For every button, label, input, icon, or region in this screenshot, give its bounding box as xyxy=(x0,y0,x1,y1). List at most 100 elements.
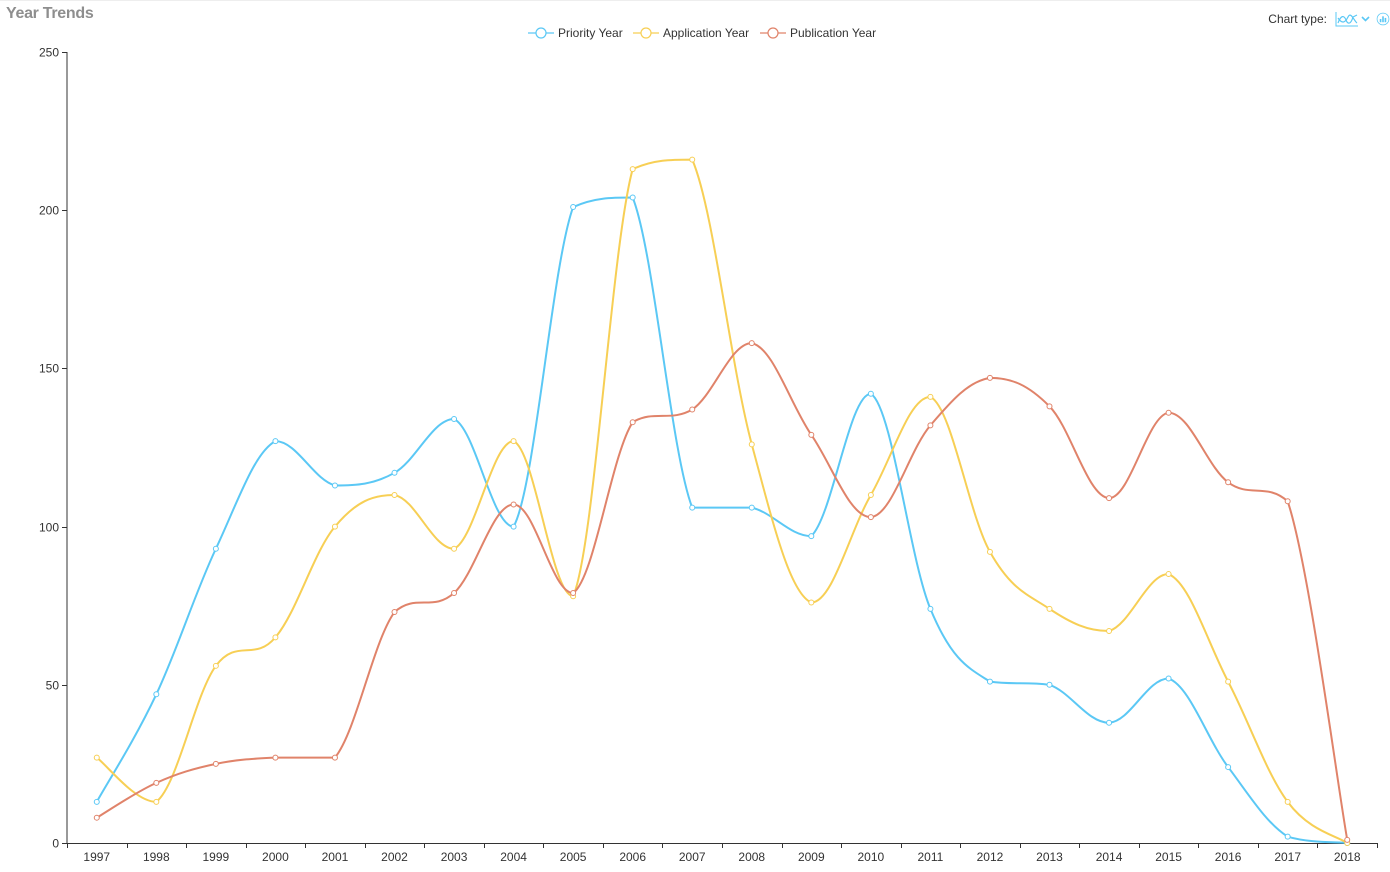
data-point-publication-year xyxy=(867,514,874,521)
legend-item-publication-year[interactable]: Publication Year xyxy=(760,24,876,42)
chart-legend: Priority Year Application Year Publicati… xyxy=(0,24,1390,42)
chart-type-label: Chart type: xyxy=(1268,12,1327,26)
data-point-application-year xyxy=(1046,605,1053,612)
data-point-publication-year xyxy=(153,779,160,786)
data-point-application-year xyxy=(1165,571,1172,578)
x-tick-label: 2006 xyxy=(619,850,646,864)
bar-chart-icon xyxy=(1376,12,1390,26)
data-point-priority-year xyxy=(808,533,815,540)
x-tick-label: 2007 xyxy=(679,850,706,864)
data-point-publication-year xyxy=(1165,409,1172,416)
x-tick-label: 2005 xyxy=(560,850,587,864)
legend-marker-icon xyxy=(760,27,786,39)
x-tick-label: 2001 xyxy=(322,850,349,864)
chart-type-dropdown[interactable] xyxy=(1335,11,1376,27)
y-tick-label: 50 xyxy=(46,679,60,693)
top-divider xyxy=(0,0,1390,1)
data-point-publication-year xyxy=(212,760,219,767)
data-point-application-year xyxy=(629,166,636,173)
data-point-priority-year xyxy=(689,504,696,511)
data-point-priority-year xyxy=(748,504,755,511)
data-point-publication-year xyxy=(808,431,815,438)
data-point-publication-year xyxy=(689,406,696,413)
data-point-priority-year xyxy=(510,523,517,530)
x-tick-label: 2018 xyxy=(1334,850,1361,864)
data-point-application-year xyxy=(451,545,458,552)
chevron-down-icon xyxy=(1361,16,1370,22)
legend-item-priority-year[interactable]: Priority Year xyxy=(528,24,623,42)
data-point-application-year xyxy=(1284,798,1291,805)
legend-label: Publication Year xyxy=(790,26,877,40)
data-point-publication-year xyxy=(748,340,755,347)
data-point-priority-year xyxy=(1106,719,1113,726)
data-point-publication-year xyxy=(510,501,517,508)
data-point-application-year xyxy=(986,548,993,555)
data-point-application-year xyxy=(927,393,934,400)
alternate-chart-button[interactable] xyxy=(1376,7,1390,31)
data-point-application-year xyxy=(391,491,398,498)
data-point-application-year xyxy=(1106,628,1113,635)
data-point-publication-year xyxy=(570,590,577,597)
data-point-publication-year xyxy=(1225,479,1232,486)
x-tick-label: 2012 xyxy=(977,850,1004,864)
data-point-priority-year xyxy=(272,438,279,445)
data-point-publication-year xyxy=(1046,403,1053,410)
data-point-publication-year xyxy=(272,754,279,761)
data-point-priority-year xyxy=(153,691,160,698)
data-point-priority-year xyxy=(1165,675,1172,682)
data-point-priority-year xyxy=(1284,833,1291,840)
x-tick-label: 2003 xyxy=(441,850,468,864)
data-point-publication-year xyxy=(93,814,100,821)
data-point-publication-year xyxy=(1106,495,1113,502)
x-tick-label: 2002 xyxy=(381,850,408,864)
x-tick-label: 2015 xyxy=(1155,850,1182,864)
x-tick-label: 2017 xyxy=(1274,850,1301,864)
x-tick-label: 2013 xyxy=(1036,850,1063,864)
y-tick-label: 100 xyxy=(39,521,59,535)
data-point-publication-year xyxy=(986,374,993,381)
x-tick-label: 2000 xyxy=(262,850,289,864)
data-point-priority-year xyxy=(212,545,219,552)
data-point-priority-year xyxy=(570,204,577,211)
x-tick-label: 2004 xyxy=(500,850,527,864)
x-tick-label: 1998 xyxy=(143,850,170,864)
x-tick-label: 2008 xyxy=(738,850,765,864)
data-point-application-year xyxy=(153,798,160,805)
x-tick-label: 1997 xyxy=(83,850,110,864)
data-point-publication-year xyxy=(927,422,934,429)
data-point-publication-year xyxy=(331,754,338,761)
legend-marker-icon xyxy=(633,27,659,39)
page-title: Year Trends xyxy=(6,5,94,22)
data-point-publication-year xyxy=(391,609,398,616)
series-line-publication-year xyxy=(96,342,1349,841)
data-point-application-year xyxy=(689,156,696,163)
data-point-application-year xyxy=(808,599,815,606)
data-point-application-year xyxy=(748,441,755,448)
x-tick-label: 2010 xyxy=(858,850,885,864)
data-point-priority-year xyxy=(1046,681,1053,688)
legend-item-application-year[interactable]: Application Year xyxy=(633,24,749,42)
x-tick-label: 1999 xyxy=(203,850,230,864)
y-tick-label: 250 xyxy=(39,46,59,60)
x-tick-label: 2014 xyxy=(1096,850,1123,864)
data-point-priority-year xyxy=(986,678,993,685)
y-tick-label: 0 xyxy=(52,837,59,851)
data-point-application-year xyxy=(510,438,517,445)
data-point-priority-year xyxy=(451,416,458,423)
line-chart-icon xyxy=(1335,12,1358,27)
data-point-priority-year xyxy=(629,194,636,201)
data-point-application-year xyxy=(272,634,279,641)
data-point-application-year xyxy=(1225,678,1232,685)
data-point-publication-year xyxy=(629,419,636,426)
data-point-application-year xyxy=(93,754,100,761)
series-line-application-year xyxy=(96,158,1348,844)
x-tick-label: 2011 xyxy=(918,850,944,864)
data-point-priority-year xyxy=(391,469,398,476)
data-point-publication-year xyxy=(451,590,458,597)
data-point-application-year xyxy=(212,662,219,669)
x-tick-label: 2009 xyxy=(798,850,825,864)
y-tick-label: 200 xyxy=(39,204,59,218)
data-point-priority-year xyxy=(93,798,100,805)
data-point-publication-year xyxy=(1344,836,1351,843)
